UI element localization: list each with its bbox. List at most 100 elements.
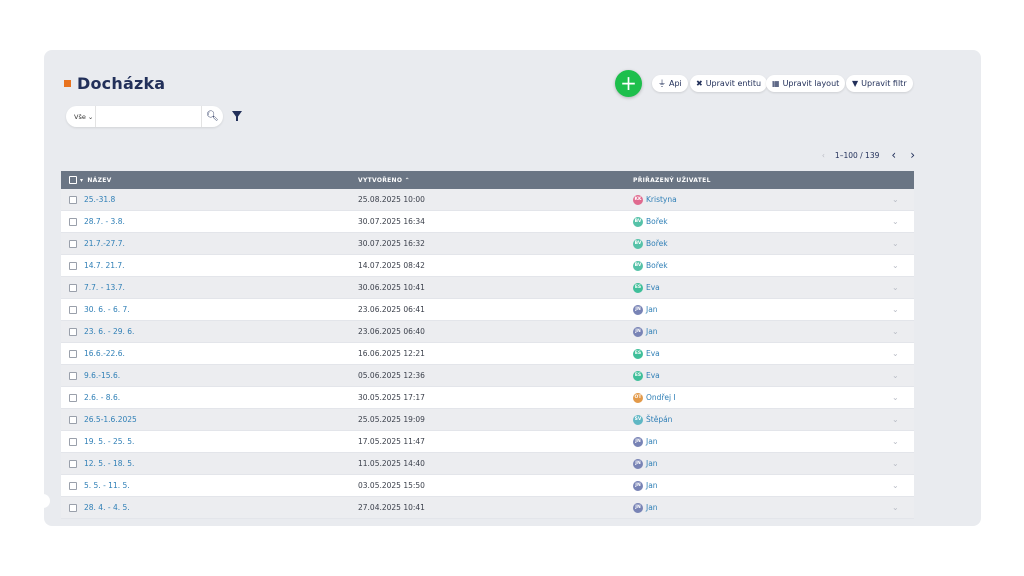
record-name-link[interactable]: 28.7. - 3.8. bbox=[84, 217, 125, 226]
row-checkbox[interactable] bbox=[69, 305, 77, 314]
user-link[interactable]: Eva bbox=[646, 371, 660, 380]
row-menu-icon[interactable]: ⌄ bbox=[892, 239, 899, 248]
row-menu-icon[interactable]: ⌄ bbox=[892, 327, 899, 336]
next-page-button[interactable]: › bbox=[910, 148, 915, 162]
row-menu-icon[interactable]: ⌄ bbox=[892, 437, 899, 446]
table-row[interactable]: 12. 5. - 18. 5. 11.05.2025 14:40 JN Jan ⌄ bbox=[61, 453, 914, 475]
assigned-user-cell[interactable]: JN Jan bbox=[633, 480, 892, 491]
table-row[interactable]: 19. 5. - 25. 5. 17.05.2025 11:47 JN Jan ⌄ bbox=[61, 431, 914, 453]
user-link[interactable]: Jan bbox=[646, 459, 658, 468]
name-cell[interactable]: 2.6. - 8.6. bbox=[61, 393, 358, 402]
user-link[interactable]: Ondřej I bbox=[646, 393, 676, 402]
edit-filter-button[interactable]: ▼ Upravit filtr bbox=[846, 75, 913, 92]
row-checkbox[interactable] bbox=[69, 393, 77, 402]
row-checkbox[interactable] bbox=[69, 481, 77, 490]
table-row[interactable]: 16.6.-22.6. 16.06.2025 12:21 ES Eva ⌄ bbox=[61, 343, 914, 365]
name-cell[interactable]: 25.-31.8 bbox=[61, 195, 358, 204]
name-cell[interactable]: 28. 4. - 4. 5. bbox=[61, 503, 358, 512]
record-name-link[interactable]: 21.7.-27.7. bbox=[84, 239, 125, 248]
name-cell[interactable]: 21.7.-27.7. bbox=[61, 239, 358, 248]
table-row[interactable]: 21.7.-27.7. 30.07.2025 16:32 BV Bořek ⌄ bbox=[61, 233, 914, 255]
record-name-link[interactable]: 23. 6. - 29. 6. bbox=[84, 327, 135, 336]
table-row[interactable]: 2.6. - 8.6. 30.05.2025 17:17 OT Ondřej I ⌄ bbox=[61, 387, 914, 409]
row-checkbox[interactable] bbox=[69, 415, 77, 424]
user-link[interactable]: Jan bbox=[646, 305, 658, 314]
name-cell[interactable]: 12. 5. - 18. 5. bbox=[61, 459, 358, 468]
name-cell[interactable]: 14.7. 21.7. bbox=[61, 261, 358, 270]
name-cell[interactable]: 5. 5. - 11. 5. bbox=[61, 481, 358, 490]
name-cell[interactable]: 19. 5. - 25. 5. bbox=[61, 437, 358, 446]
assigned-user-cell[interactable]: ŠV Štěpán bbox=[633, 414, 892, 425]
assigned-user-cell[interactable]: ES Eva bbox=[633, 282, 892, 293]
resize-handle[interactable] bbox=[36, 494, 50, 508]
user-link[interactable]: Eva bbox=[646, 283, 660, 292]
record-name-link[interactable]: 26.5-1.6.2025 bbox=[84, 415, 137, 424]
row-menu-icon[interactable]: ⌄ bbox=[892, 217, 899, 226]
assigned-user-cell[interactable]: JN Jan bbox=[633, 502, 892, 513]
row-checkbox[interactable] bbox=[69, 195, 77, 204]
record-name-link[interactable]: 28. 4. - 4. 5. bbox=[84, 503, 130, 512]
record-name-link[interactable]: 7.7. - 13.7. bbox=[84, 283, 125, 292]
name-cell[interactable]: 9.6.-15.6. bbox=[61, 371, 358, 380]
record-name-link[interactable]: 16.6.-22.6. bbox=[84, 349, 125, 358]
row-checkbox[interactable] bbox=[69, 239, 77, 248]
row-menu-icon[interactable]: ⌄ bbox=[892, 349, 899, 358]
user-link[interactable]: Štěpán bbox=[646, 415, 673, 424]
user-link[interactable]: Kristyna bbox=[646, 195, 677, 204]
table-row[interactable]: 28.7. - 3.8. 30.07.2025 16:34 BV Bořek ⌄ bbox=[61, 211, 914, 233]
record-name-link[interactable]: 9.6.-15.6. bbox=[84, 371, 121, 380]
assigned-user-cell[interactable]: JN Jan bbox=[633, 326, 892, 337]
user-link[interactable]: Bořek bbox=[646, 261, 668, 270]
user-link[interactable]: Bořek bbox=[646, 239, 668, 248]
search-scope-select[interactable]: Vše ⌄ bbox=[66, 106, 96, 127]
assigned-user-cell[interactable]: OT Ondřej I bbox=[633, 392, 892, 403]
row-menu-icon[interactable]: ⌄ bbox=[892, 393, 899, 402]
user-link[interactable]: Jan bbox=[646, 503, 658, 512]
table-row[interactable]: 9.6.-15.6. 05.06.2025 12:36 ES Eva ⌄ bbox=[61, 365, 914, 387]
column-assigned-user[interactable]: PŘIŘAZENÝ UŽIVATEL bbox=[633, 176, 711, 184]
table-row[interactable]: 28. 4. - 4. 5. 27.04.2025 10:41 JN Jan ⌄ bbox=[61, 497, 914, 519]
assigned-user-cell[interactable]: JN Jan bbox=[633, 458, 892, 469]
edit-layout-button[interactable]: ▦ Upravit layout bbox=[766, 75, 846, 92]
add-record-button[interactable]: + bbox=[615, 70, 642, 97]
user-link[interactable]: Jan bbox=[646, 437, 658, 446]
select-all-checkbox[interactable] bbox=[69, 176, 77, 184]
table-row[interactable]: 5. 5. - 11. 5. 03.05.2025 15:50 JN Jan ⌄ bbox=[61, 475, 914, 497]
row-checkbox[interactable] bbox=[69, 371, 77, 380]
assigned-user-cell[interactable]: ES Eva bbox=[633, 348, 892, 359]
row-menu-icon[interactable]: ⌄ bbox=[892, 195, 899, 204]
row-checkbox[interactable] bbox=[69, 459, 77, 468]
column-name[interactable]: ▾ NÁZEV bbox=[61, 176, 358, 184]
assigned-user-cell[interactable]: JN Jan bbox=[633, 304, 892, 315]
row-menu-icon[interactable]: ⌄ bbox=[892, 503, 899, 512]
name-cell[interactable]: 23. 6. - 29. 6. bbox=[61, 327, 358, 336]
table-row[interactable]: 25.-31.8 25.08.2025 10:00 KK Kristyna ⌄ bbox=[61, 189, 914, 211]
table-row[interactable]: 14.7. 21.7. 14.07.2025 08:42 BV Bořek ⌄ bbox=[61, 255, 914, 277]
name-cell[interactable]: 28.7. - 3.8. bbox=[61, 217, 358, 226]
table-row[interactable]: 30. 6. - 6. 7. 23.06.2025 06:41 JN Jan ⌄ bbox=[61, 299, 914, 321]
row-checkbox[interactable] bbox=[69, 327, 77, 336]
assigned-user-cell[interactable]: BV Bořek bbox=[633, 260, 892, 271]
record-name-link[interactable]: 12. 5. - 18. 5. bbox=[84, 459, 135, 468]
row-checkbox[interactable] bbox=[69, 283, 77, 292]
record-name-link[interactable]: 25.-31.8 bbox=[84, 195, 116, 204]
row-checkbox[interactable] bbox=[69, 349, 77, 358]
table-row[interactable]: 23. 6. - 29. 6. 23.06.2025 06:40 JN Jan ⌄ bbox=[61, 321, 914, 343]
column-created[interactable]: VYTVOŘENO ⌃ bbox=[358, 176, 410, 184]
assigned-user-cell[interactable]: BV Bořek bbox=[633, 238, 892, 249]
row-menu-icon[interactable]: ⌄ bbox=[892, 415, 899, 424]
table-row[interactable]: 7.7. - 13.7. 30.06.2025 10:41 ES Eva ⌄ bbox=[61, 277, 914, 299]
api-button[interactable]: ⏚ Api bbox=[652, 75, 688, 92]
row-checkbox[interactable] bbox=[69, 217, 77, 226]
assigned-user-cell[interactable]: BV Bořek bbox=[633, 216, 892, 227]
name-cell[interactable]: 30. 6. - 6. 7. bbox=[61, 305, 358, 314]
record-name-link[interactable]: 30. 6. - 6. 7. bbox=[84, 305, 130, 314]
assigned-user-cell[interactable]: KK Kristyna bbox=[633, 194, 892, 205]
name-cell[interactable]: 16.6.-22.6. bbox=[61, 349, 358, 358]
edit-entity-button[interactable]: ✖ Upravit entitu bbox=[690, 75, 768, 92]
search-icon[interactable]: 🔍︎ bbox=[201, 106, 223, 127]
name-cell[interactable]: 26.5-1.6.2025 bbox=[61, 415, 358, 424]
row-menu-icon[interactable]: ⌄ bbox=[892, 371, 899, 380]
record-name-link[interactable]: 14.7. 21.7. bbox=[84, 261, 125, 270]
assigned-user-cell[interactable]: ES Eva bbox=[633, 370, 892, 381]
